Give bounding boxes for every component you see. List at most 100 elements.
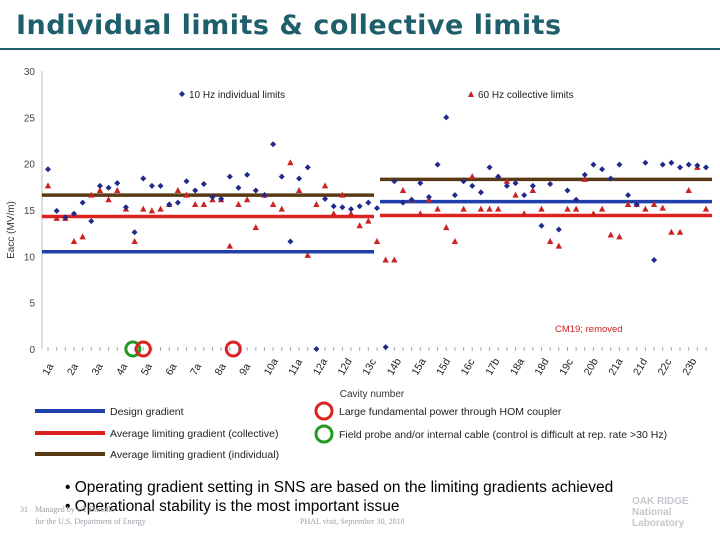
collective-limit-point: [321, 182, 329, 189]
collective-limit-point: [495, 205, 502, 212]
individual-limit-point: [599, 166, 606, 173]
collective-limit-point: [391, 256, 398, 263]
individual-limit-point: [374, 205, 380, 212]
slide-title: Individual limits & collective limits: [16, 10, 562, 41]
collective-limit-point: [269, 200, 277, 207]
collective-limit-point: [140, 205, 147, 212]
individual-limit-point: [287, 238, 294, 245]
highlighted-cavity-circle: [134, 340, 152, 358]
collective-limit-point: [607, 231, 614, 238]
collective-limit-point: [512, 191, 519, 198]
collective-limit-point: [157, 205, 164, 212]
x-tick-label: 1a: [40, 361, 56, 377]
collective-limit-point: [529, 187, 537, 194]
footer-doe: for the U.S. Department of Energy: [35, 517, 146, 526]
collective-limit-point: [460, 205, 467, 212]
individual-limit-point: [296, 175, 303, 182]
individual-limit-point: [573, 196, 580, 203]
x-tick-label: 10a: [262, 356, 281, 377]
x-tick-label: 4a: [114, 361, 130, 377]
footer-event: PHAL visit, September 30, 2010: [300, 517, 405, 526]
collective-limit-point: [88, 191, 95, 198]
individual-limit-point: [192, 187, 199, 194]
x-axis-label: Cavity number: [340, 389, 405, 400]
individual-limit-point: [477, 189, 484, 196]
collective-limit-point: [434, 205, 441, 212]
collective-limit-point: [417, 210, 424, 217]
individual-limit-point: [62, 214, 69, 221]
individual-limit-point: [607, 175, 614, 182]
collective-limit-point: [278, 205, 285, 212]
individual-limit-point: [590, 161, 597, 168]
legend-individual-label: 10 Hz individual limits: [189, 90, 285, 101]
individual-limit-point: [677, 164, 684, 171]
individual-limit-point: [261, 192, 268, 199]
individual-limit-point: [53, 207, 60, 214]
x-tick-label: 8a: [213, 361, 229, 377]
individual-limit-point: [547, 181, 554, 188]
x-tick-label: 3a: [89, 361, 105, 377]
individual-limit-point: [642, 159, 649, 166]
y-tick-label: 5: [29, 299, 35, 310]
collective-limit-point: [96, 187, 104, 194]
x-tick-label: 23b: [680, 356, 699, 377]
collective-limit-point: [659, 204, 666, 211]
collective-limit-point: [486, 205, 493, 212]
individual-limit-point: [694, 162, 701, 169]
collective-limit-point: [313, 200, 320, 207]
individual-limit-point: [486, 164, 493, 171]
collective-limit-point: [339, 191, 346, 198]
individual-limit-point: [538, 222, 545, 229]
individual-limit-point: [685, 161, 692, 168]
collective-limit-point: [676, 228, 684, 235]
x-tick-label: 15d: [434, 356, 453, 377]
bullet-2: • Operational stability is the most impo…: [65, 498, 400, 515]
collective-limit-point: [477, 205, 485, 212]
individual-limit-point: [183, 178, 190, 185]
individual-limit-point: [235, 184, 242, 191]
individual-limit-point: [96, 182, 103, 189]
collective-limit-point: [598, 205, 606, 212]
y-tick-label: 25: [24, 113, 36, 124]
individual-limit-point: [564, 187, 571, 194]
collective-limit-point: [114, 187, 121, 194]
x-tick-label: 16c: [459, 357, 478, 378]
x-tick-label: 9a: [237, 361, 253, 377]
individual-limit-point: [114, 180, 121, 187]
x-tick-label: 19c: [557, 357, 576, 378]
individual-limit-point: [304, 164, 311, 171]
collective-limit-point: [44, 182, 52, 189]
collective-limit-point: [399, 187, 407, 194]
collective-limit-point: [131, 238, 138, 245]
individual-limit-point: [512, 180, 519, 187]
legend-circle-swatch: [314, 401, 334, 421]
collective-limit-point: [702, 205, 710, 212]
x-tick-label: 13c: [360, 357, 379, 378]
collective-limit-point: [546, 238, 554, 245]
individual-limit-point: [495, 173, 502, 180]
individual-limit-point: [174, 199, 181, 206]
individual-limit-point: [417, 180, 424, 187]
individual-limit-point: [313, 346, 320, 352]
collective-limit-point: [79, 233, 86, 240]
individual-limit-point: [460, 178, 467, 185]
x-tick-label: 15a: [409, 356, 428, 377]
individual-limit-point: [218, 195, 225, 202]
collective-limit-point: [183, 191, 190, 198]
individual-limit-point: [443, 114, 450, 121]
collective-limit-point: [304, 251, 311, 258]
y-tick-label: 20: [24, 160, 36, 171]
individual-limit-point: [651, 257, 658, 264]
collective-limit-point: [243, 196, 251, 203]
collective-limit-point: [235, 200, 242, 207]
x-tick-label: 5a: [139, 361, 155, 377]
individual-limit-point: [278, 173, 285, 180]
collective-limit-point: [572, 205, 580, 212]
collective-limit-point: [668, 228, 675, 235]
individual-limit-point: [391, 178, 398, 185]
collective-limit-point: [581, 175, 588, 182]
legend-collective-marker: [468, 91, 474, 97]
individual-limit-point: [45, 166, 51, 173]
collective-limit-point: [148, 207, 156, 214]
